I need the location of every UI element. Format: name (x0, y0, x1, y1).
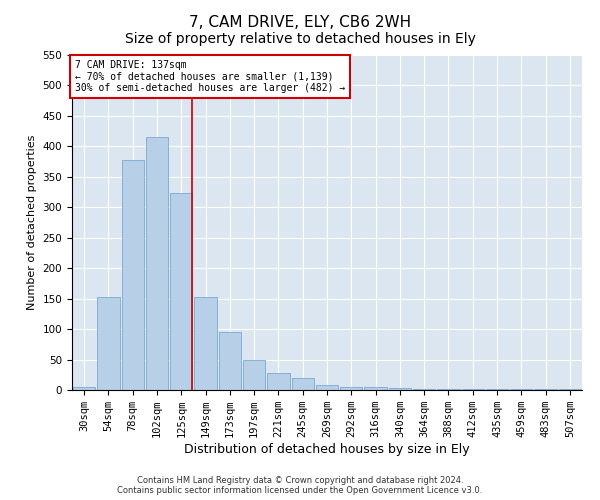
Text: 7, CAM DRIVE, ELY, CB6 2WH: 7, CAM DRIVE, ELY, CB6 2WH (189, 15, 411, 30)
Bar (340, 387, 362, 390)
Bar (364, 387, 387, 390)
Y-axis label: Number of detached properties: Number of detached properties (27, 135, 37, 310)
Bar (461, 389, 484, 390)
Text: 7 CAM DRIVE: 137sqm
← 70% of detached houses are smaller (1,139)
30% of semi-det: 7 CAM DRIVE: 137sqm ← 70% of detached ho… (74, 60, 345, 93)
Bar (413, 389, 436, 390)
Bar (243, 360, 265, 390)
Bar (97, 298, 119, 390)
X-axis label: Distribution of detached houses by size in Ely: Distribution of detached houses by size … (184, 443, 470, 456)
Bar (389, 388, 411, 390)
Bar (170, 194, 193, 390)
Bar (267, 373, 290, 390)
Bar (194, 298, 217, 390)
Bar (146, 137, 168, 390)
Bar (510, 389, 532, 390)
Text: Contains HM Land Registry data © Crown copyright and database right 2024.
Contai: Contains HM Land Registry data © Crown c… (118, 476, 482, 495)
Bar (292, 378, 314, 390)
Bar (122, 160, 144, 390)
Bar (559, 389, 581, 390)
Text: Size of property relative to detached houses in Ely: Size of property relative to detached ho… (125, 32, 475, 46)
Bar (73, 387, 95, 390)
Bar (316, 385, 338, 390)
Bar (218, 332, 241, 390)
